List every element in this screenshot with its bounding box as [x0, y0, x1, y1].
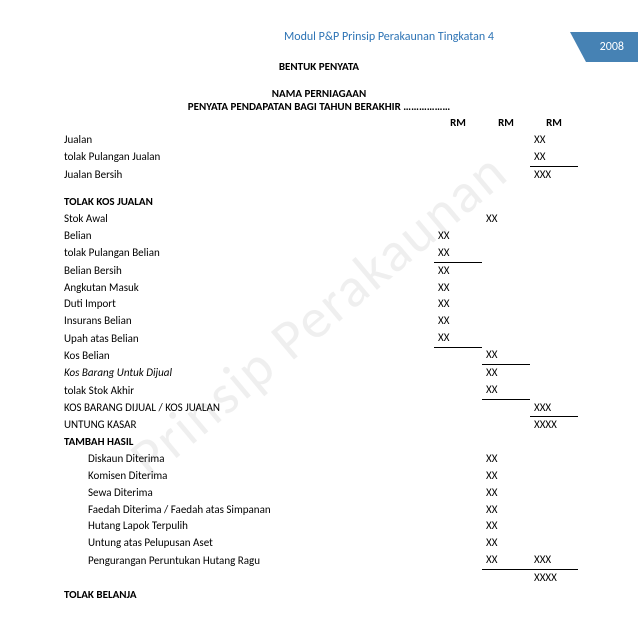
- statement-title: PENYATA PENDAPATAN BAGI TAHUN BERAKHIR ……: [60, 100, 578, 113]
- label: Insurans Belian: [60, 313, 434, 330]
- row-tolak-pulangan-belian: tolak Pulangan Belian XX: [60, 245, 578, 262]
- row-tolak-stok-akhir: tolak Stok Akhir XX: [60, 382, 578, 399]
- row-jualan-bersih: Jualan Bersih XXX: [60, 166, 578, 183]
- amount: XX: [434, 296, 482, 313]
- business-name-title: NAMA PERNIAGAAN: [60, 87, 578, 100]
- row-kos-barang-untuk-dijual: Kos Barang Untuk Dijual XX: [60, 365, 578, 382]
- label: Kos Barang Untuk Dijual: [60, 365, 434, 382]
- row-tolak-pulangan-jualan: tolak Pulangan Jualan XX: [60, 149, 578, 166]
- row-untung-pelupusan: Untung atas Pelupusan Aset XX: [60, 535, 578, 552]
- label: Diskaun Diterima: [60, 451, 434, 468]
- amount: XXX: [530, 400, 578, 417]
- label: Pengurangan Peruntukan Hutang Ragu: [60, 552, 434, 569]
- amount: XX: [482, 502, 530, 519]
- label: Upah atas Belian: [60, 330, 434, 347]
- page-header: Modul P&P Prinsip Perakaunan Tingkatan 4…: [0, 0, 638, 44]
- amount: XX: [482, 535, 530, 552]
- label: UNTUNG KASAR: [60, 417, 434, 434]
- row-kos-belian: Kos Belian XX: [60, 347, 578, 364]
- label: Jualan Bersih: [60, 166, 434, 183]
- label: TAMBAH HASIL: [60, 434, 434, 451]
- col3-header: RM: [530, 115, 578, 132]
- amount: XX: [482, 365, 530, 382]
- row-belian-bersih: Belian Bersih XX: [60, 262, 578, 279]
- row-tolak-kos-jualan-header: TOLAK KOS JUALAN: [60, 194, 578, 211]
- row-upah-atas-belian: Upah atas Belian XX: [60, 330, 578, 347]
- label: TOLAK KOS JUALAN: [60, 194, 434, 211]
- amount: XX: [434, 228, 482, 245]
- row-duti-import: Duti Import XX: [60, 296, 578, 313]
- label: tolak Pulangan Belian: [60, 245, 434, 262]
- label: Hutang Lapok Terpulih: [60, 518, 434, 535]
- row-tambah-hasil-header: TAMBAH HASIL: [60, 434, 578, 451]
- row-tolak-belanja-header: TOLAK BELANJA: [60, 587, 578, 604]
- col1-header: RM: [434, 115, 482, 132]
- amount: XX: [482, 518, 530, 535]
- row-jualan: Jualan XX: [60, 132, 578, 149]
- row-komisen-diterima: Komisen Diterima XX: [60, 468, 578, 485]
- amount-c2: XX: [482, 552, 530, 569]
- row-angkutan-masuk: Angkutan Masuk XX: [60, 280, 578, 297]
- amount: XX: [482, 468, 530, 485]
- amount: XXXX: [530, 569, 578, 586]
- col2-header: RM: [482, 115, 530, 132]
- amount: XX: [434, 313, 482, 330]
- label: Duti Import: [60, 296, 434, 313]
- amount-c3: XXX: [530, 552, 578, 569]
- amount: XX: [482, 485, 530, 502]
- label: Faedah Diterima / Faedah atas Simpanan: [60, 502, 434, 519]
- amount: XX: [434, 245, 482, 262]
- module-title: Modul P&P Prinsip Perakaunan Tingkatan 4: [200, 30, 578, 44]
- row-insurans-belian: Insurans Belian XX: [60, 313, 578, 330]
- amount: XX: [530, 149, 578, 166]
- amount: XX: [482, 347, 530, 364]
- row-hutang-lapok-terpulih: Hutang Lapok Terpulih XX: [60, 518, 578, 535]
- row-subtotal-hasil: XXXX: [60, 569, 578, 586]
- section-title: BENTUK PENYATA: [60, 60, 578, 73]
- label: tolak Stok Akhir: [60, 382, 434, 399]
- amount: XX: [482, 382, 530, 399]
- row-pengurangan-peruntukan: Pengurangan Peruntukan Hutang Ragu XX XX…: [60, 552, 578, 569]
- row-stok-awal: Stok Awal XX: [60, 211, 578, 228]
- amount: XX: [434, 330, 482, 347]
- amount: XXX: [530, 166, 578, 183]
- label: Komisen Diterima: [60, 468, 434, 485]
- label: Angkutan Masuk: [60, 280, 434, 297]
- row-faedah-diterima: Faedah Diterima / Faedah atas Simpanan X…: [60, 502, 578, 519]
- label: Belian Bersih: [60, 262, 434, 279]
- label: Kos Belian: [60, 347, 434, 364]
- row-kos-barang-dijual: KOS BARANG DIJUAL / KOS JUALAN XXX: [60, 400, 578, 417]
- document-body: BENTUK PENYATA NAMA PERNIAGAAN PENYATA P…: [0, 50, 638, 604]
- row-sewa-diterima: Sewa Diterima XX: [60, 485, 578, 502]
- amount: XX: [434, 280, 482, 297]
- label: Jualan: [60, 132, 434, 149]
- label: Untung atas Pelupusan Aset: [60, 535, 434, 552]
- amount: XX: [434, 262, 482, 279]
- label: tolak Pulangan Jualan: [60, 149, 434, 166]
- label: TOLAK BELANJA: [60, 587, 434, 604]
- column-header-row: RM RM RM: [60, 115, 578, 132]
- label: Belian: [60, 228, 434, 245]
- amount: XXXX: [530, 417, 578, 434]
- label: Stok Awal: [60, 211, 434, 228]
- amount: XX: [482, 451, 530, 468]
- label: Sewa Diterima: [60, 485, 434, 502]
- row-belian: Belian XX: [60, 228, 578, 245]
- amount: XX: [482, 211, 530, 228]
- amount: XX: [530, 132, 578, 149]
- label: KOS BARANG DIJUAL / KOS JUALAN: [60, 400, 434, 417]
- row-untung-kasar: UNTUNG KASAR XXXX: [60, 417, 578, 434]
- row-diskaun-diterima: Diskaun Diterima XX: [60, 451, 578, 468]
- income-statement-table: RM RM RM Jualan XX tolak Pulangan Jualan…: [60, 115, 578, 604]
